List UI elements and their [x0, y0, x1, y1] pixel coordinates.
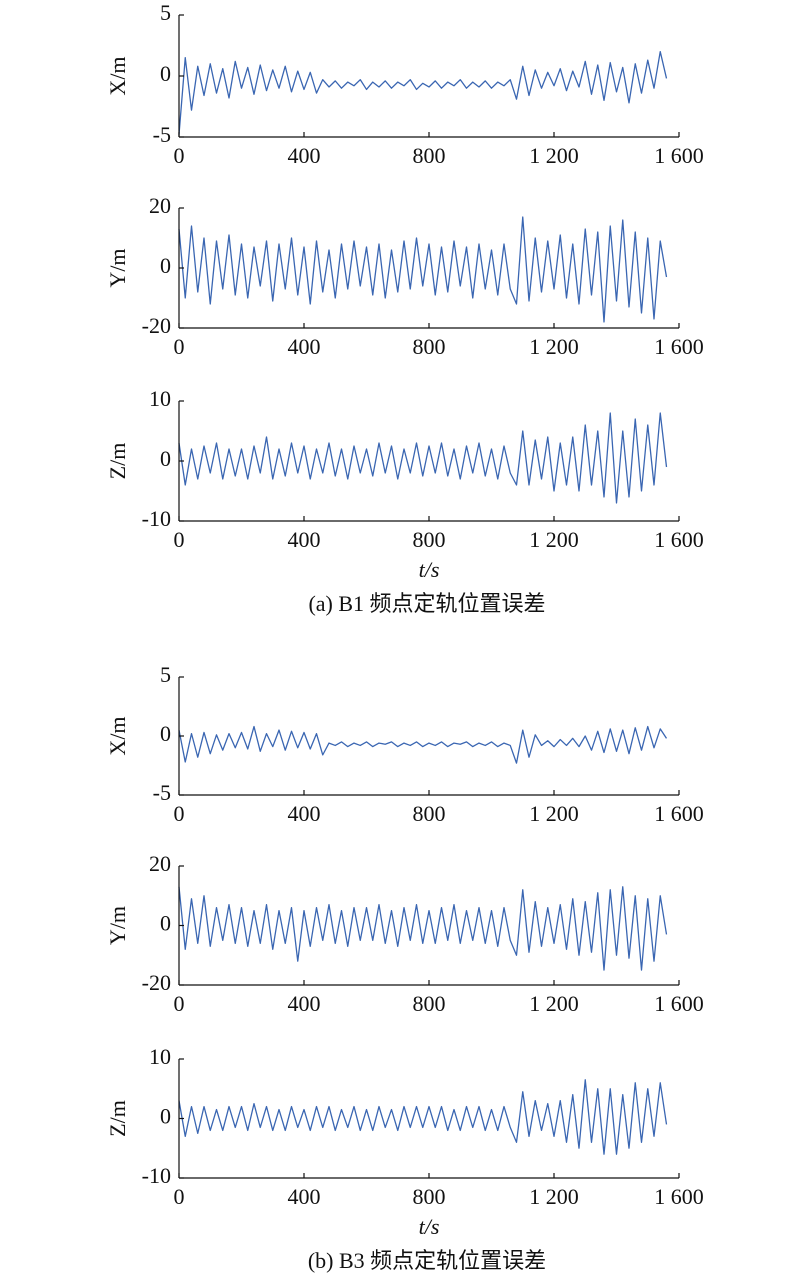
y-tick-label: 20 — [149, 851, 171, 876]
y-tick-label: 0 — [160, 253, 171, 278]
y-tick-label: -10 — [142, 506, 171, 531]
y-tick-label: 0 — [160, 721, 171, 746]
x-tick-label: 0 — [174, 143, 185, 168]
data-line — [178, 1079, 668, 1155]
x-tick-label: 1 600 — [654, 527, 704, 552]
x-tick-label: 1 600 — [654, 991, 704, 1016]
y-tick-label: 10 — [149, 1044, 171, 1069]
x-tick-label: 400 — [288, 1184, 321, 1209]
x-tick-label: 1 600 — [654, 801, 704, 826]
x-tick-label: 800 — [413, 334, 446, 359]
caption: (a) B1 频点定轨位置误差 — [308, 591, 545, 616]
x-tick-label: 1 200 — [529, 1184, 579, 1209]
x-tick-label: 800 — [413, 1184, 446, 1209]
data-line — [178, 412, 668, 504]
y-tick-label: -5 — [153, 122, 171, 147]
y-tick-label: 0 — [160, 61, 171, 86]
x-tick-label: 800 — [413, 527, 446, 552]
x-tick-label: 1 200 — [529, 991, 579, 1016]
x-tick-label: 800 — [413, 991, 446, 1016]
x-tick-label: 0 — [174, 527, 185, 552]
x-tick-label: 0 — [174, 334, 185, 359]
x-tick-label: 400 — [288, 527, 321, 552]
y-axis-label: Y/m — [105, 906, 130, 945]
x-tick-label: 1 600 — [654, 143, 704, 168]
data-line — [178, 886, 668, 971]
x-tick-label: 1 600 — [654, 334, 704, 359]
caption: (b) B3 频点定轨位置误差 — [308, 1248, 546, 1273]
y-axis-label: Z/m — [105, 1100, 130, 1137]
data-line — [178, 50, 668, 135]
y-tick-label: 0 — [160, 446, 171, 471]
x-tick-label: 400 — [288, 801, 321, 826]
y-axis-label: X/m — [105, 716, 130, 755]
y-tick-label: 5 — [160, 0, 171, 25]
y-tick-label: 20 — [149, 193, 171, 218]
x-tick-label: 400 — [288, 334, 321, 359]
x-axis-label: t/s — [419, 557, 440, 582]
x-tick-label: 1 200 — [529, 801, 579, 826]
y-axis-label: X/m — [105, 56, 130, 95]
x-tick-label: 400 — [288, 143, 321, 168]
y-tick-label: 10 — [149, 386, 171, 411]
y-tick-label: -10 — [142, 1163, 171, 1188]
x-tick-label: 400 — [288, 991, 321, 1016]
y-axis-label: Z/m — [105, 443, 130, 480]
x-tick-label: 800 — [413, 143, 446, 168]
data-line — [178, 725, 668, 764]
data-line — [178, 216, 668, 323]
y-tick-label: 5 — [160, 662, 171, 687]
y-tick-label: 0 — [160, 911, 171, 936]
x-tick-label: 1 600 — [654, 1184, 704, 1209]
y-tick-label: -20 — [142, 313, 171, 338]
x-tick-label: 0 — [174, 991, 185, 1016]
y-tick-label: -20 — [142, 970, 171, 995]
x-tick-label: 1 200 — [529, 334, 579, 359]
y-tick-label: -5 — [153, 780, 171, 805]
x-tick-label: 0 — [174, 801, 185, 826]
y-axis-label: Y/m — [105, 248, 130, 287]
x-tick-label: 1 200 — [529, 143, 579, 168]
x-tick-label: 800 — [413, 801, 446, 826]
x-axis-label: t/s — [419, 1214, 440, 1239]
x-tick-label: 1 200 — [529, 527, 579, 552]
x-tick-label: 0 — [174, 1184, 185, 1209]
y-tick-label: 0 — [160, 1104, 171, 1129]
